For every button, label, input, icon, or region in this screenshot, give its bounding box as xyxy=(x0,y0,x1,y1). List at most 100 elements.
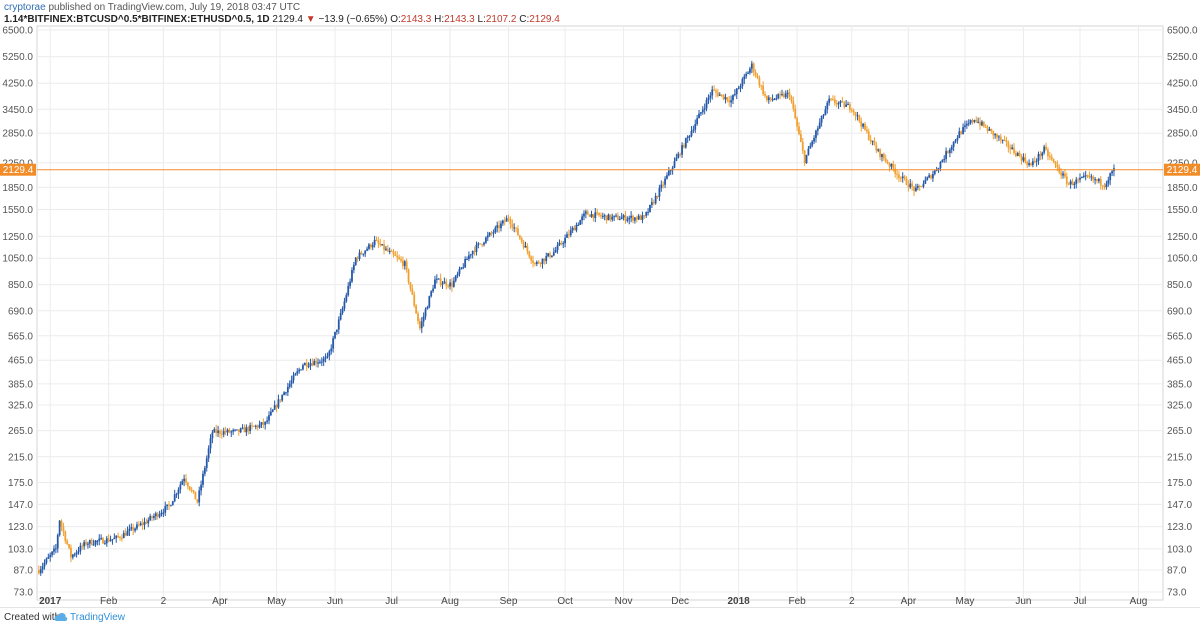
candle-body xyxy=(622,215,625,218)
candle-body xyxy=(154,513,157,517)
candle-body xyxy=(1009,147,1012,150)
candle-body xyxy=(820,115,823,123)
candle-body xyxy=(660,184,663,189)
candle-body xyxy=(543,258,546,261)
candle-body xyxy=(332,338,335,349)
candle-body xyxy=(45,558,48,563)
candle-body xyxy=(356,257,359,259)
candle-body xyxy=(383,244,385,250)
candle-body xyxy=(475,244,478,252)
candle-body xyxy=(518,235,521,239)
candle-body xyxy=(432,288,434,292)
candle-body xyxy=(83,541,86,547)
candle-body xyxy=(931,174,934,179)
candle-body xyxy=(236,429,238,431)
candle-body xyxy=(317,362,319,364)
price-chart[interactable]: 6500.0 6500.0 5250.0 5250.0 4250.0 4250.0 3450… xyxy=(0,0,1200,607)
candle-body xyxy=(677,153,680,158)
candle-body xyxy=(524,245,527,248)
candle-body xyxy=(1094,179,1097,181)
candle-body xyxy=(713,89,716,91)
tradingview-brand[interactable]: TradingView xyxy=(70,612,126,623)
candle-body xyxy=(862,123,865,127)
candle-body xyxy=(1039,154,1042,156)
candle-body xyxy=(1026,161,1029,166)
y-tick-label-left: 147.0 xyxy=(8,500,33,511)
candle-body xyxy=(1107,180,1110,184)
candle-body xyxy=(935,170,938,172)
y-tick-label-left: 690.0 xyxy=(8,306,33,317)
candle-body xyxy=(139,523,142,526)
candle-body xyxy=(947,151,949,153)
candle-body xyxy=(56,535,59,549)
candle-body xyxy=(626,219,629,221)
candle-body xyxy=(447,285,450,287)
candle-body xyxy=(352,264,355,271)
candle-body xyxy=(605,215,608,221)
candle-body xyxy=(379,243,382,246)
candle-body xyxy=(107,538,110,542)
candle-body xyxy=(643,215,646,217)
y-tick-label-left: 465.0 xyxy=(8,356,33,367)
candle-body xyxy=(411,288,414,295)
publisher-link[interactable]: cryptorae xyxy=(4,2,46,13)
candle-body xyxy=(1071,181,1074,185)
candle-body xyxy=(1079,177,1081,180)
last-price-tag-left xyxy=(0,163,36,176)
candle-body xyxy=(824,109,827,115)
candle-body xyxy=(1067,183,1070,185)
candle-body xyxy=(624,215,627,221)
candle-body xyxy=(286,386,289,393)
candle-body xyxy=(630,215,633,218)
candle-body xyxy=(456,273,459,276)
candle-body xyxy=(203,467,206,474)
candle-body xyxy=(703,108,706,110)
candle-body xyxy=(228,429,231,433)
y-tick-label-right: 175.0 xyxy=(1167,478,1192,489)
candle-body xyxy=(105,538,108,544)
candle-body xyxy=(652,202,655,204)
candle-body xyxy=(718,94,721,96)
candle-body xyxy=(1103,185,1106,188)
candle-body xyxy=(722,94,725,100)
candle-body xyxy=(1064,173,1066,177)
candle-body xyxy=(1024,157,1027,162)
candle-body xyxy=(701,109,704,113)
candle-body xyxy=(435,278,438,280)
candle-body xyxy=(632,215,634,221)
candle-body xyxy=(481,243,484,245)
candle-body xyxy=(153,516,155,518)
candle-body xyxy=(1056,164,1059,168)
y-tick-label-right: 565.0 xyxy=(1167,331,1192,342)
open-label: O: xyxy=(390,14,401,25)
candle-body xyxy=(998,136,1000,138)
candle-body xyxy=(871,140,874,142)
candle-body xyxy=(739,86,742,89)
candle-body xyxy=(43,562,46,567)
candle-body xyxy=(584,211,587,214)
candle-body xyxy=(526,245,529,252)
candle-body xyxy=(799,134,802,142)
candle-body xyxy=(818,122,821,129)
candle-body xyxy=(418,321,421,329)
candle-body xyxy=(1096,179,1098,182)
candle-body xyxy=(188,486,191,490)
candle-body xyxy=(982,121,985,127)
candle-body xyxy=(566,234,568,238)
symbol-label[interactable]: 1.14*BITFINEX:BTCUSD^0.5*BITFINEX:ETHUSD… xyxy=(4,14,270,25)
y-tick-label-left: 73.0 xyxy=(14,588,34,599)
candle-body xyxy=(1084,175,1087,177)
candle-body xyxy=(898,174,900,178)
candle-body xyxy=(1054,161,1057,165)
y-tick-label-right: 3450.0 xyxy=(1167,105,1198,116)
candle-body xyxy=(549,253,551,257)
candle-body xyxy=(975,120,978,123)
candle-body xyxy=(867,131,870,140)
candle-body xyxy=(933,170,936,175)
candle-body xyxy=(828,98,831,103)
candle-body xyxy=(907,184,910,188)
y-tick-label-left: 1850.0 xyxy=(2,183,33,194)
candle-body xyxy=(400,258,402,261)
candle-body xyxy=(833,99,836,104)
candle-body xyxy=(283,392,285,396)
